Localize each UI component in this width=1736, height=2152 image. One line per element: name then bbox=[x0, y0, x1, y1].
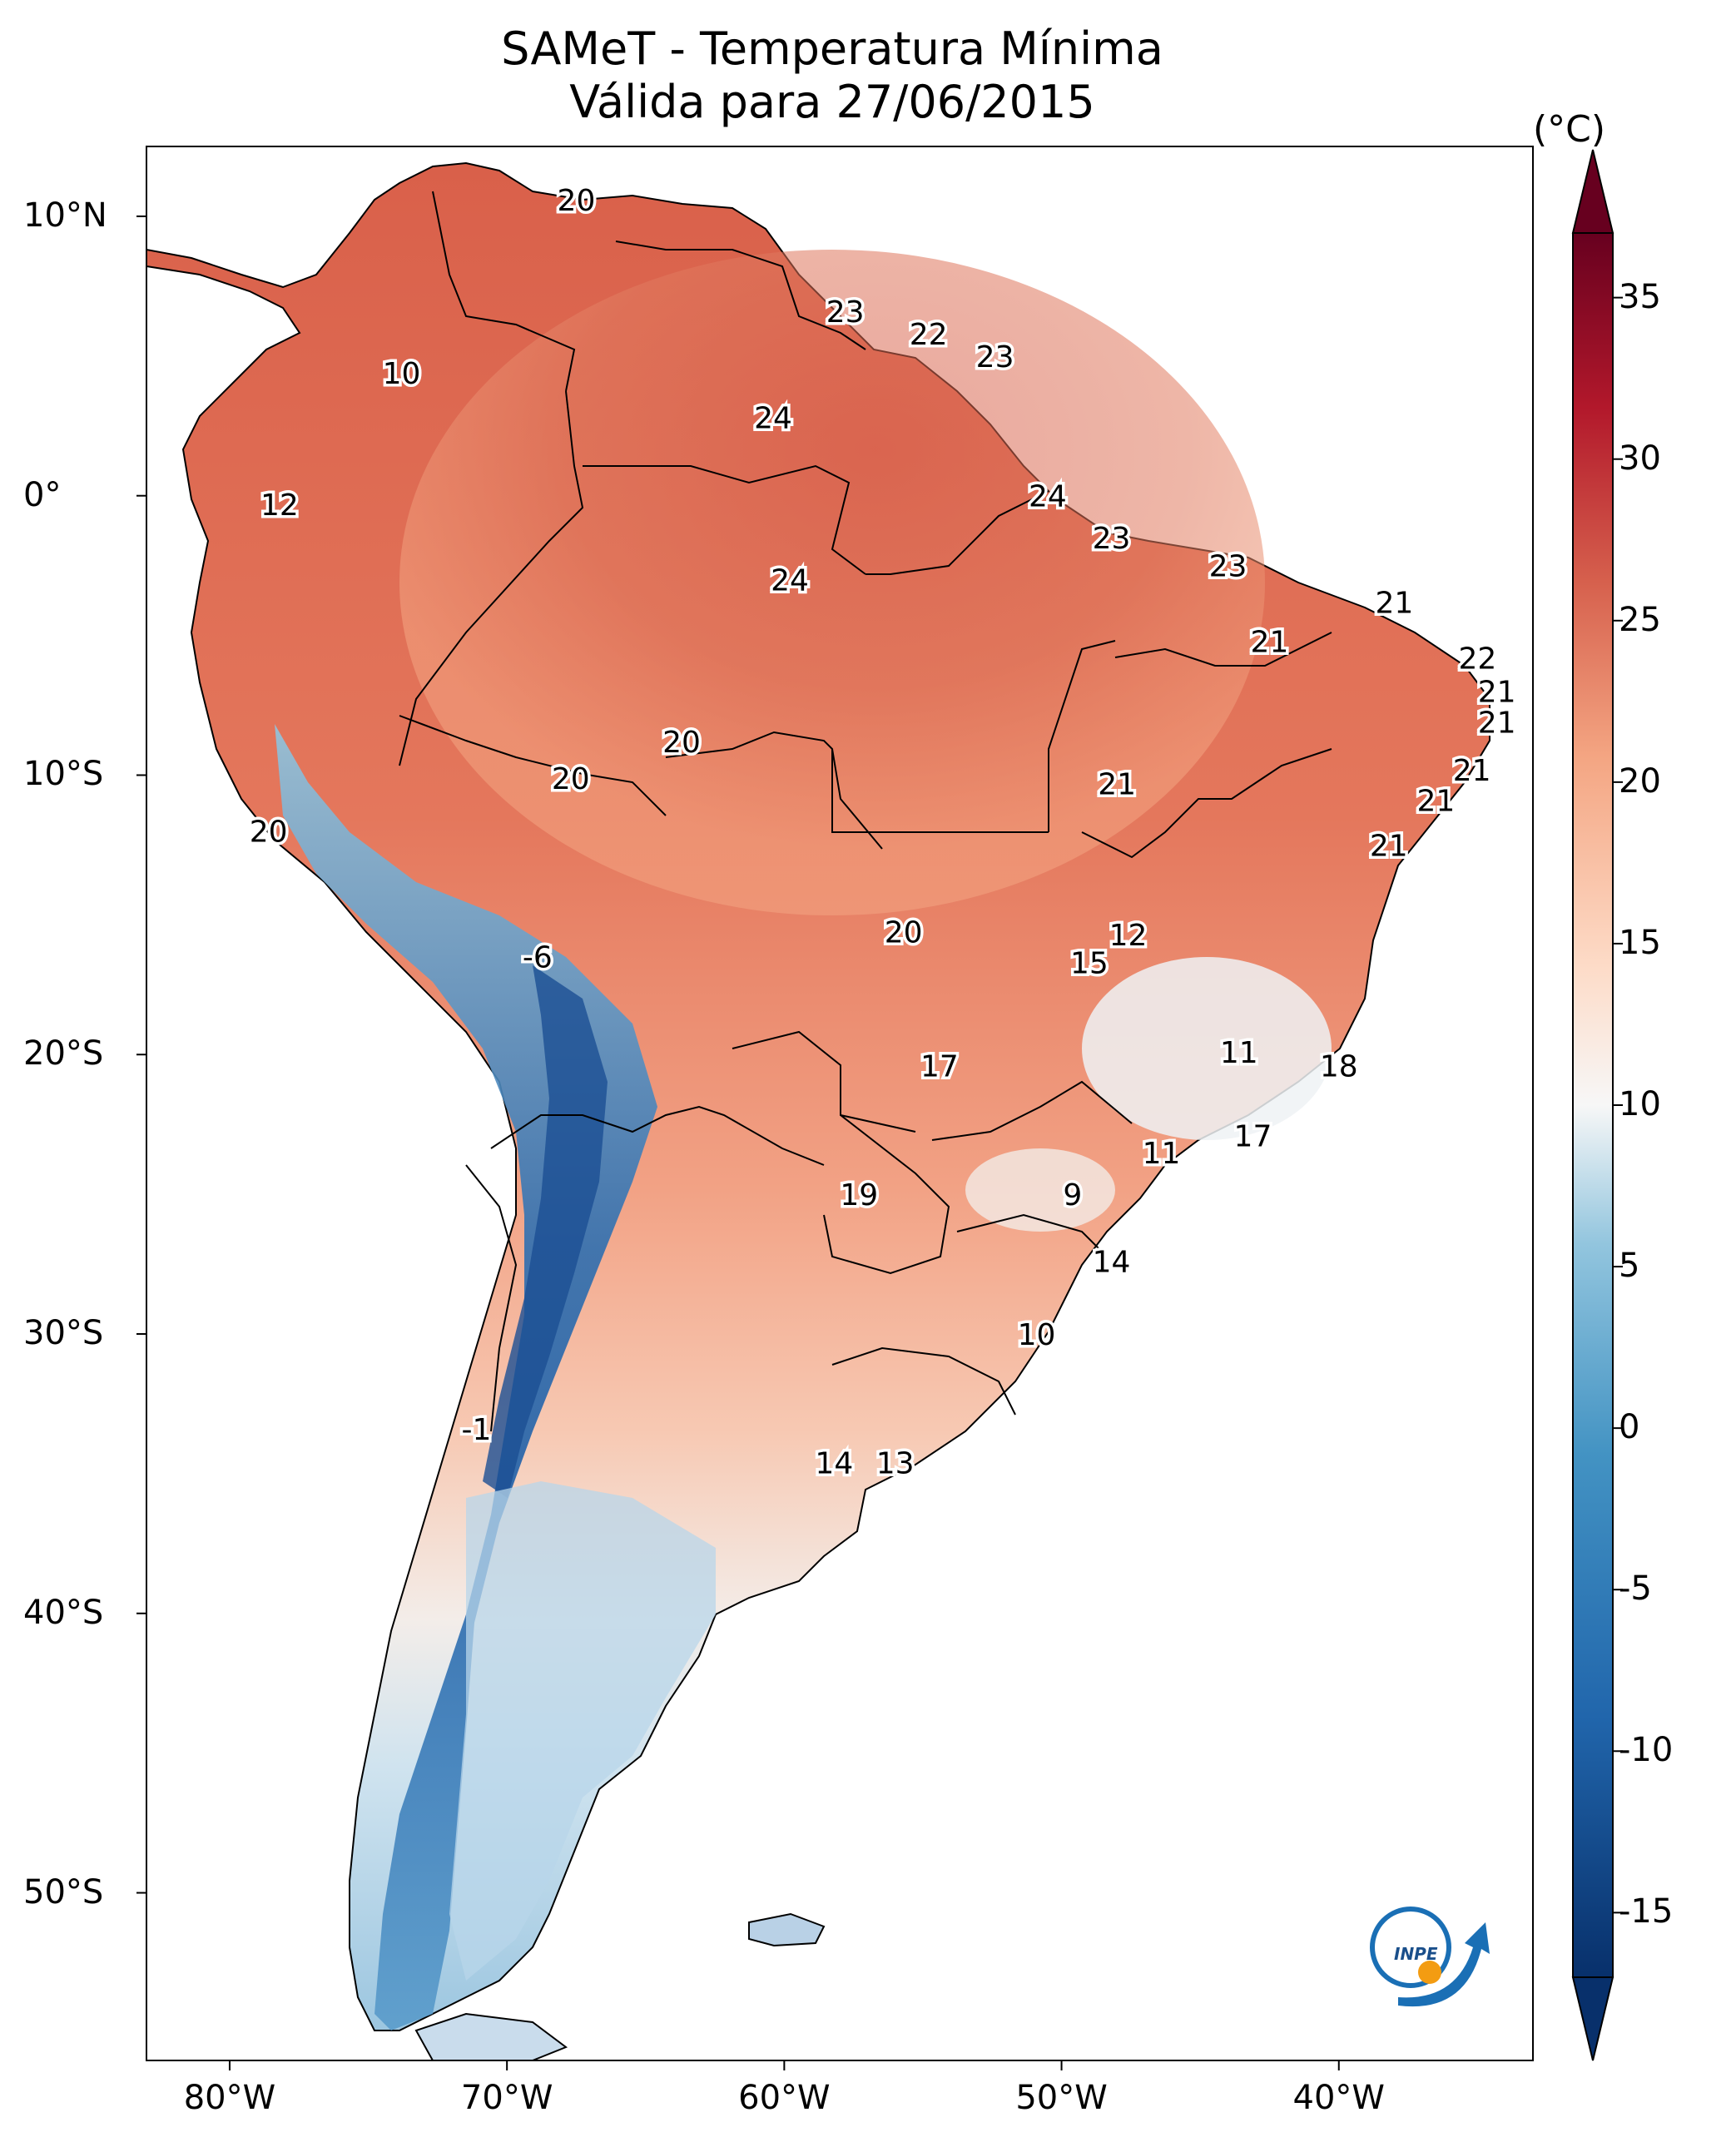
latitude-tick-label: 40°S bbox=[23, 1593, 104, 1632]
longitude-tick-label: 70°W bbox=[460, 2079, 553, 2117]
temperature-label: 9 bbox=[1063, 1178, 1082, 1212]
temperature-label: 18 bbox=[1320, 1050, 1358, 1084]
temperature-label: -6 bbox=[523, 941, 553, 975]
longitude-tick-label: 40°W bbox=[1292, 2079, 1385, 2117]
longitude-tick-label: 60°W bbox=[738, 2079, 831, 2117]
latitude-tick-label: 30°S bbox=[23, 1314, 104, 1352]
colorbar-tick-label: 5 bbox=[1619, 1247, 1640, 1286]
temperature-label: -1 bbox=[462, 1413, 492, 1447]
temperature-label: 21 bbox=[1375, 586, 1413, 620]
temperature-label: 23 bbox=[1209, 550, 1247, 584]
latitude-tick-label: 50°S bbox=[23, 1872, 104, 1912]
temperature-label: 23 bbox=[976, 340, 1014, 374]
temperature-label: 21 bbox=[1478, 676, 1516, 710]
colorbar-tick-label: 20 bbox=[1619, 761, 1661, 801]
latitude-tick-label: 10°N bbox=[23, 196, 107, 235]
latitude-tick-label: 0° bbox=[23, 475, 62, 514]
temperature-label: 20 bbox=[552, 762, 590, 796]
temperature-label: 21 bbox=[1370, 829, 1408, 863]
colorbar-tick-label: 35 bbox=[1619, 277, 1661, 316]
temperature-label: 15 bbox=[1070, 946, 1109, 980]
temperature-label: 14 bbox=[815, 1446, 853, 1480]
svg-text:INPE: INPE bbox=[1394, 1944, 1438, 1964]
colorbar-tick-label: 25 bbox=[1619, 600, 1661, 639]
temperature-label: 22 bbox=[910, 318, 948, 352]
colorbar-tick-label: 30 bbox=[1619, 439, 1661, 478]
temperature-label: 21 bbox=[1251, 625, 1289, 659]
temperature-label: 21 bbox=[1478, 707, 1516, 741]
colorbar-unit: (°C) bbox=[1533, 108, 1606, 151]
temperature-label: 17 bbox=[1234, 1120, 1272, 1154]
latitude-tick-label: 10°S bbox=[23, 755, 104, 794]
temperature-label: 13 bbox=[876, 1446, 915, 1480]
inpe-logo: INPE bbox=[1370, 1907, 1490, 2007]
temperature-label: 24 bbox=[754, 402, 792, 436]
colorbar-tick-label: 10 bbox=[1619, 1085, 1661, 1123]
temperature-label: 11 bbox=[1143, 1137, 1181, 1171]
temperature-label: 24 bbox=[1029, 480, 1067, 514]
latitude-tick-label: 20°S bbox=[23, 1034, 104, 1074]
colorbar bbox=[1571, 149, 1623, 2061]
longitude-tick-label: 50°W bbox=[1015, 2079, 1108, 2117]
map-subtitle: Válida para 27/06/2015 bbox=[569, 76, 1095, 128]
colorbar-tick-label: 0 bbox=[1619, 1408, 1640, 1447]
colorbar-tick-label: -5 bbox=[1619, 1569, 1652, 1609]
temperature-label: 23 bbox=[1093, 522, 1131, 556]
temperature-label: 11 bbox=[1220, 1036, 1258, 1070]
temperature-label: 23 bbox=[826, 295, 865, 330]
temperature-label: 20 bbox=[250, 816, 288, 850]
temperature-label: 10 bbox=[383, 357, 421, 391]
temperature-label: 24 bbox=[771, 563, 809, 598]
temperature-label: 21 bbox=[1098, 768, 1136, 802]
temperature-label: 21 bbox=[1453, 754, 1491, 788]
temperature-label: 12 bbox=[1109, 919, 1148, 953]
colorbar-tick-label: 15 bbox=[1619, 923, 1661, 962]
temperature-label: 19 bbox=[840, 1178, 878, 1212]
longitude-tick-label: 80°W bbox=[183, 2079, 276, 2117]
colorbar-tick-label: -15 bbox=[1619, 1892, 1674, 1931]
temperature-label: 17 bbox=[920, 1050, 959, 1084]
map-title: SAMeT - Temperatura Mínima bbox=[501, 22, 1163, 75]
colorbar-tick-label: -10 bbox=[1619, 1731, 1674, 1770]
temperature-label: 20 bbox=[662, 726, 701, 760]
temperature-label: 20 bbox=[885, 916, 923, 950]
temperature-label: 14 bbox=[1093, 1246, 1131, 1280]
country-borders bbox=[399, 191, 1332, 1432]
temperature-label: 12 bbox=[260, 488, 299, 523]
temperature-label: 20 bbox=[558, 184, 596, 218]
temperature-label: 21 bbox=[1416, 785, 1455, 819]
temperature-label: 22 bbox=[1458, 642, 1496, 676]
temperature-label: 10 bbox=[1018, 1318, 1056, 1352]
